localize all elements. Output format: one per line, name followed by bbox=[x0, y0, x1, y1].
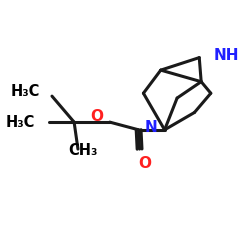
Text: H₃C: H₃C bbox=[11, 84, 40, 99]
Text: H₃C: H₃C bbox=[5, 114, 35, 130]
Text: O: O bbox=[138, 156, 151, 171]
Text: O: O bbox=[91, 108, 104, 124]
Text: N: N bbox=[145, 120, 158, 135]
Text: CH₃: CH₃ bbox=[68, 144, 98, 158]
Text: NH: NH bbox=[214, 48, 239, 63]
